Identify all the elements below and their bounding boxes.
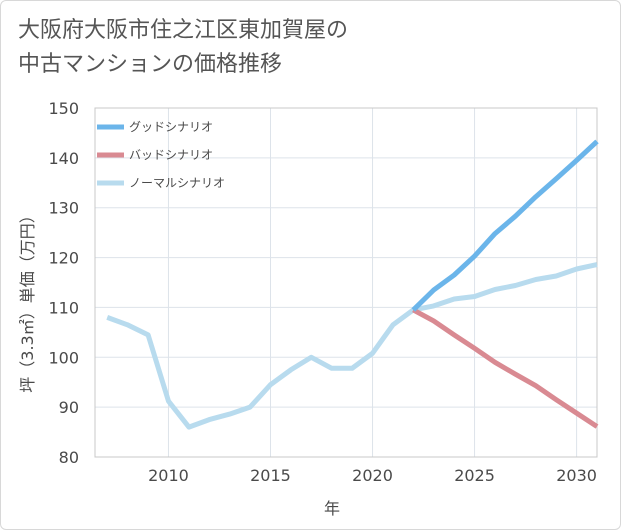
y-tick-label: 130 [48,199,79,218]
y-tick-label: 150 [48,99,79,118]
x-axis-ticks: 2010 2015 2020 2025 2030 [148,466,597,485]
plot-area-border [94,107,598,458]
x-tick-label: 2030 [556,466,597,485]
x-tick-label: 2025 [454,466,495,485]
y-tick-label: 140 [48,149,79,168]
chart-title: 大阪府大阪市住之江区東加賀屋の 中古マンションの価格推移 [18,14,348,82]
x-tick-label: 2015 [250,466,291,485]
y-tick-label: 90 [59,398,79,417]
legend-label: バッドシナリオ [129,148,213,162]
x-axis-label: 年 [324,499,340,518]
x-tick-label: 2020 [352,466,393,485]
y-axis-label: 坪（3.3㎡）単価（万円） [18,207,37,392]
legend-label: ノーマルシナリオ [129,176,225,190]
series-line-1 [412,307,599,429]
chart-title-line-1: 大阪府大阪市住之江区東加賀屋の [18,18,349,43]
y-axis-ticks: 80 90 100 110 120 130 140 150 [48,99,79,467]
chart-title-line-2: 中古マンションの価格推移 [18,52,283,77]
y-tick-label: 80 [59,448,79,467]
series-line-2 [106,262,598,430]
y-tick-label: 100 [48,348,79,367]
legend-label: グッドシナリオ [129,120,213,134]
y-tick-label: 120 [48,249,79,268]
x-tick-label: 2010 [148,466,189,485]
series-line-0 [411,139,599,312]
series-lines [106,139,599,430]
y-tick-label: 110 [48,298,79,317]
